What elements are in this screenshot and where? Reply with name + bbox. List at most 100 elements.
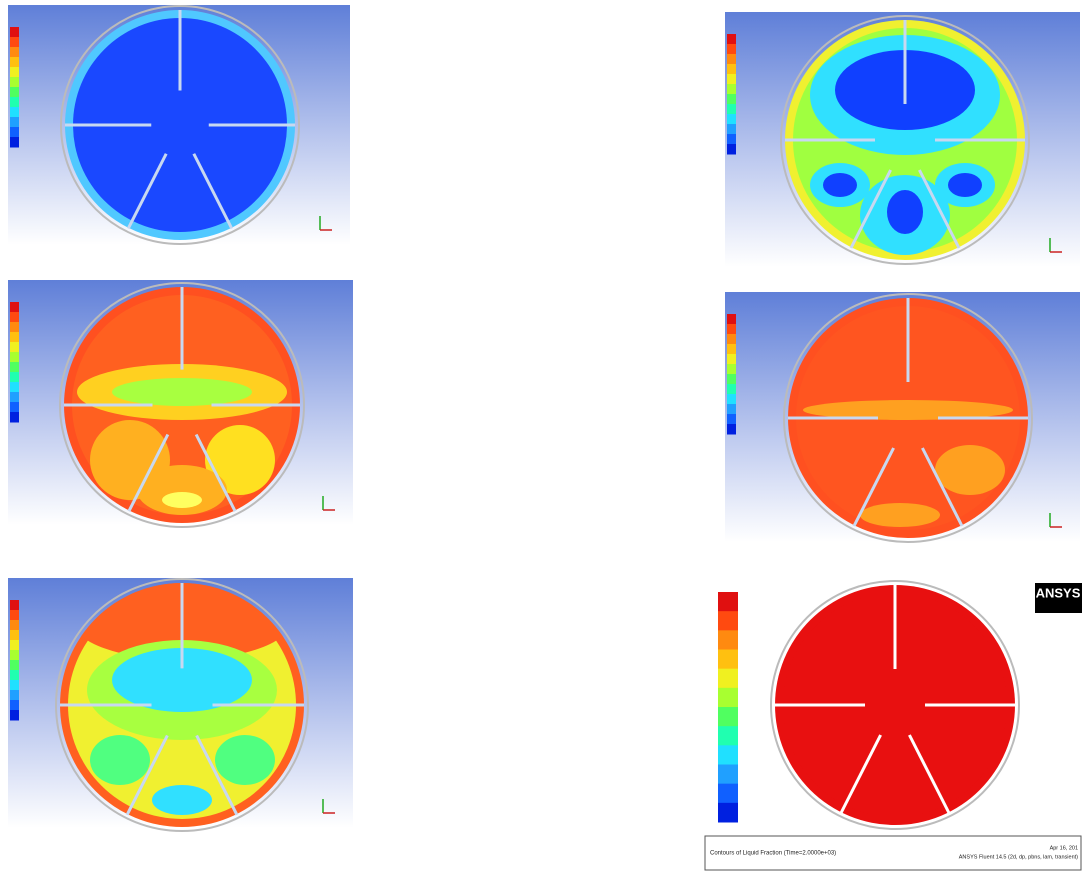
legend-swatch xyxy=(10,37,19,48)
domain-core xyxy=(73,18,287,232)
legend-swatch xyxy=(727,134,736,145)
legend-swatch xyxy=(718,802,738,823)
legend-swatch xyxy=(10,402,19,413)
legend-swatch xyxy=(10,600,19,611)
legend-swatch xyxy=(727,124,736,135)
legend-swatch xyxy=(727,54,736,65)
legend-swatch xyxy=(727,64,736,75)
domain-rim xyxy=(783,293,1033,543)
legend-swatch xyxy=(718,745,738,765)
contour-panel xyxy=(718,580,1020,830)
footer-box xyxy=(704,835,1082,871)
domain-rim xyxy=(780,15,1030,265)
legend-swatch xyxy=(727,144,736,155)
legend-swatch xyxy=(10,137,19,148)
baffle xyxy=(195,734,239,816)
legend-swatch xyxy=(10,620,19,631)
baffle xyxy=(921,447,964,527)
legend-swatch xyxy=(10,127,19,138)
legend-swatch xyxy=(727,374,736,385)
legend-swatch xyxy=(10,312,19,323)
legend-swatch xyxy=(10,67,19,78)
baffle xyxy=(125,734,169,816)
legend-swatch xyxy=(10,332,19,343)
contours xyxy=(803,400,1013,527)
legend-swatch xyxy=(727,104,736,115)
legend-swatch xyxy=(718,630,738,650)
legend-swatch xyxy=(727,324,736,335)
contour-region xyxy=(823,173,857,197)
legend-swatch xyxy=(718,649,738,670)
baffle xyxy=(849,169,892,249)
legend-swatch xyxy=(10,362,19,373)
legend-swatch xyxy=(10,382,19,393)
legend-swatch xyxy=(10,57,19,68)
domain-rim xyxy=(60,5,300,245)
baffle xyxy=(127,433,170,512)
domain-rim xyxy=(59,282,305,528)
legend-swatch xyxy=(718,783,738,804)
contour-region xyxy=(90,735,150,785)
legend-swatch xyxy=(727,414,736,425)
legend-swatch xyxy=(727,44,736,55)
legend-swatch xyxy=(727,114,736,125)
contour-region xyxy=(137,465,227,515)
legend-swatch xyxy=(718,668,738,689)
legend-swatch xyxy=(10,412,19,423)
legend-swatch xyxy=(10,610,19,621)
caption: Contours of Liquid Fraction (Time=2.0000… xyxy=(710,851,836,857)
legend-swatch xyxy=(10,630,19,641)
contours xyxy=(810,35,1000,255)
contour-panel xyxy=(8,280,353,528)
contour-region xyxy=(112,648,252,712)
contour-panel xyxy=(8,5,350,245)
legend-swatch xyxy=(718,611,738,631)
legend-swatch xyxy=(10,670,19,681)
legend-swatch xyxy=(727,394,736,405)
legend-swatch xyxy=(10,690,19,701)
legend-swatch xyxy=(727,344,736,355)
contour-region xyxy=(887,190,923,234)
legend-swatch xyxy=(718,687,738,708)
legend-swatch xyxy=(727,94,736,105)
legend-swatch xyxy=(10,710,19,721)
legend-swatch xyxy=(10,372,19,383)
legend-swatch xyxy=(10,640,19,651)
legend-swatch xyxy=(10,352,19,363)
legend-swatch xyxy=(718,726,738,746)
panels xyxy=(8,5,1080,832)
legend-swatch xyxy=(727,314,736,325)
legend-swatch xyxy=(727,84,736,95)
baffle xyxy=(194,433,237,512)
contour-region xyxy=(205,425,275,495)
legend-swatch xyxy=(10,392,19,403)
legend-swatch xyxy=(10,342,19,353)
contour-region xyxy=(215,735,275,785)
contour-region xyxy=(162,492,202,508)
legend-swatch xyxy=(10,660,19,671)
contour-region xyxy=(152,785,212,815)
contour-panel xyxy=(725,12,1080,267)
software: ANSYS Fluent 14.5 (2d, dp, pbns, lam, tr… xyxy=(959,854,1078,860)
legend-swatch xyxy=(718,592,738,612)
legend-swatch xyxy=(10,650,19,661)
contour-region xyxy=(860,503,940,527)
date: Apr 16, 201 xyxy=(1050,845,1078,851)
legend-swatch xyxy=(10,322,19,333)
brand: ANSYS xyxy=(1036,585,1081,600)
domain-core xyxy=(783,593,1007,817)
domain-rim xyxy=(55,578,309,832)
contour-panel xyxy=(725,292,1080,543)
legend-swatch xyxy=(718,707,738,727)
baffle xyxy=(908,734,951,814)
contour-region xyxy=(112,378,252,406)
contour-region xyxy=(935,445,1005,495)
baffle xyxy=(852,447,895,527)
contour-region xyxy=(803,400,1013,420)
legend-swatch xyxy=(727,34,736,45)
contour-region xyxy=(948,173,982,197)
baffle xyxy=(918,169,961,249)
brand-box xyxy=(1035,583,1082,613)
legend-swatch xyxy=(727,334,736,345)
